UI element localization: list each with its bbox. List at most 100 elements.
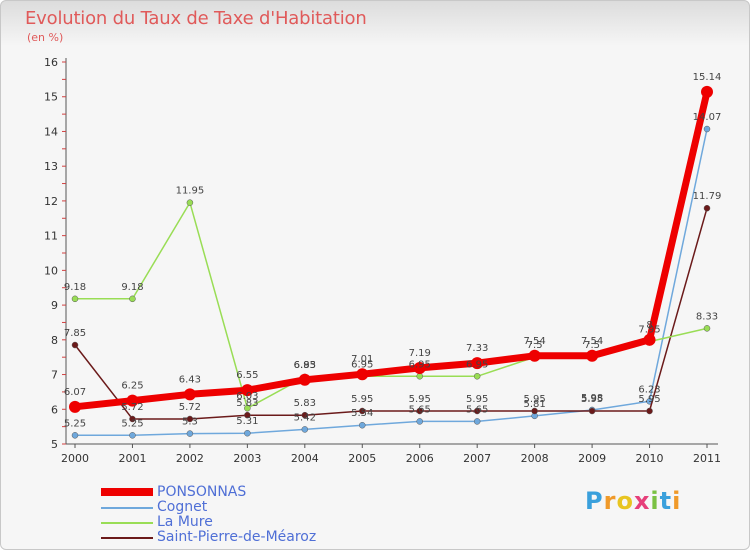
logo-letter: x — [633, 487, 651, 515]
data-label-la-mure: 7.95 — [638, 325, 660, 336]
logo-letter: r — [603, 487, 617, 515]
data-labels-layer: 6.07 6.25 6.43 6.55 6.85 7.01 7.19 7.33 7.54 7.54… — [64, 72, 721, 429]
point-saint-pierre-de-mearoz — [359, 407, 366, 415]
data-label-cognet: 5.65 — [466, 404, 488, 415]
data-label-la-mure: 9.18 — [64, 282, 86, 293]
data-label-la-mure: 8.33 — [696, 311, 718, 322]
point-cognet — [186, 430, 194, 437]
data-label-saint-pierre-de-mearoz: 5.95 — [466, 394, 488, 405]
point-saint-pierre-de-mearoz — [416, 407, 423, 415]
point-saint-pierre-de-mearoz — [531, 407, 538, 415]
point-saint-pierre-de-mearoz — [301, 411, 309, 419]
data-label-saint-pierre-de-mearoz: 5.72 — [179, 402, 201, 413]
data-label-saint-pierre-de-mearoz: 11.79 — [693, 191, 722, 202]
data-label-saint-pierre-de-mearoz: 5.95 — [351, 394, 373, 405]
point-ponsonnas — [471, 357, 484, 370]
point-saint-pierre-de-mearoz — [71, 341, 79, 349]
legend-item-la-mure: La Mure — [101, 514, 421, 531]
data-label-cognet: 5.25 — [121, 418, 143, 429]
data-label-ponsonnas: 6.25 — [121, 381, 143, 392]
series-layer — [69, 85, 713, 439]
legend-item-ponsonnas: PONSONNAS — [101, 484, 421, 501]
series-line-ponsonnas — [74, 91, 711, 411]
data-label-cognet: 5.31 — [236, 416, 258, 427]
data-label-saint-pierre-de-mearoz: 5.83 — [236, 398, 258, 409]
point-saint-pierre-de-mearoz — [473, 407, 481, 415]
data-label-cognet: 5.3 — [182, 417, 198, 428]
point-saint-pierre-de-mearoz — [129, 415, 136, 423]
y-tick-label: 8 — [51, 334, 58, 347]
legend-label-saint-pierre-de-mearoz: Saint-Pierre-de-Méaroz — [157, 529, 317, 545]
data-label-ponsonnas: 8 — [646, 320, 652, 331]
y-tick-label: 12 — [44, 195, 58, 208]
data-label-ponsonnas: 7.19 — [409, 348, 431, 359]
data-label-cognet: 5.54 — [351, 408, 373, 419]
legend-swatch-cognet — [101, 507, 153, 509]
point-cognet — [244, 429, 251, 437]
data-label-ponsonnas: 7.54 — [524, 336, 546, 347]
data-label-ponsonnas: 7.33 — [466, 343, 488, 354]
point-saint-pierre-de-mearoz — [703, 204, 711, 212]
data-label-ponsonnas: 7.54 — [581, 336, 603, 347]
x-tick-label: 2003 — [233, 452, 261, 465]
x-tick-label: 2009 — [578, 452, 606, 465]
x-tick-label: 2010 — [636, 452, 664, 465]
data-label-ponsonnas: 7.01 — [351, 354, 373, 365]
data-label-la-mure: 6.95 — [409, 359, 431, 370]
point-la-mure — [703, 325, 711, 332]
point-ponsonnas — [241, 384, 254, 397]
series-line-la-mure — [75, 201, 708, 409]
data-label-saint-pierre-de-mearoz: 5.95 — [581, 394, 603, 405]
point-saint-pierre-de-mearoz — [186, 415, 194, 423]
point-ponsonnas — [183, 388, 196, 401]
data-label-ponsonnas: 6.85 — [294, 360, 316, 371]
data-label-ponsonnas: 15.14 — [693, 72, 722, 83]
proxiti-logo: Proxiti — [585, 487, 681, 515]
data-label-ponsonnas: 6.55 — [236, 370, 258, 381]
point-la-mure — [71, 295, 79, 303]
legend-swatch-ponsonnas — [101, 488, 153, 496]
point-cognet — [301, 426, 309, 433]
x-tick-label: 2006 — [406, 452, 434, 465]
x-tick-label: 2001 — [118, 452, 146, 465]
legend-swatch-saint-pierre-de-mearoz — [101, 537, 153, 539]
chart-title: Evolution du Taux de Taxe d'Habitation — [25, 8, 367, 29]
point-saint-pierre-de-mearoz — [588, 407, 596, 415]
point-la-mure — [244, 404, 251, 412]
y-tick-label: 16 — [44, 56, 58, 69]
series-line-saint-pierre-de-mearoz — [74, 207, 708, 420]
point-ponsonnas — [528, 349, 541, 362]
x-tick-label: 2007 — [463, 452, 491, 465]
logo-letter: P — [585, 487, 604, 515]
point-cognet — [71, 432, 79, 439]
x-tick-label: 2005 — [348, 452, 376, 465]
legend-label-cognet: Cognet — [157, 499, 208, 515]
x-tick-label: 2011 — [693, 452, 721, 465]
legend-item-cognet: Cognet — [101, 499, 421, 516]
point-ponsonnas — [298, 373, 311, 386]
point-ponsonnas — [586, 349, 599, 362]
data-label-la-mure: 6.95 — [466, 359, 488, 370]
data-label-la-mure: 7.5 — [527, 340, 543, 351]
legend-label-ponsonnas: PONSONNAS — [157, 484, 247, 500]
point-la-mure — [473, 373, 481, 380]
data-label-saint-pierre-de-mearoz: 7.85 — [64, 328, 86, 339]
data-label-saint-pierre-de-mearoz: 5.95 — [638, 394, 660, 405]
x-tick-label: 2008 — [521, 452, 549, 465]
data-label-saint-pierre-de-mearoz: 5.72 — [121, 402, 143, 413]
y-tick-label: 14 — [44, 125, 58, 138]
data-label-la-mure: 9.18 — [121, 282, 143, 293]
point-cognet — [416, 418, 423, 425]
y-tick-label: 11 — [44, 230, 58, 243]
data-label-ponsonnas: 6.43 — [179, 374, 201, 385]
legend-label-la-mure: La Mure — [157, 514, 213, 530]
data-label-saint-pierre-de-mearoz: 5.83 — [294, 398, 316, 409]
point-cognet — [359, 421, 366, 429]
data-label-la-mure: 11.95 — [176, 186, 205, 197]
logo-letter: t — [659, 487, 673, 515]
y-tick-label: 13 — [44, 160, 58, 173]
x-tick-label: 2002 — [176, 452, 204, 465]
y-tick-label: 9 — [51, 299, 58, 312]
